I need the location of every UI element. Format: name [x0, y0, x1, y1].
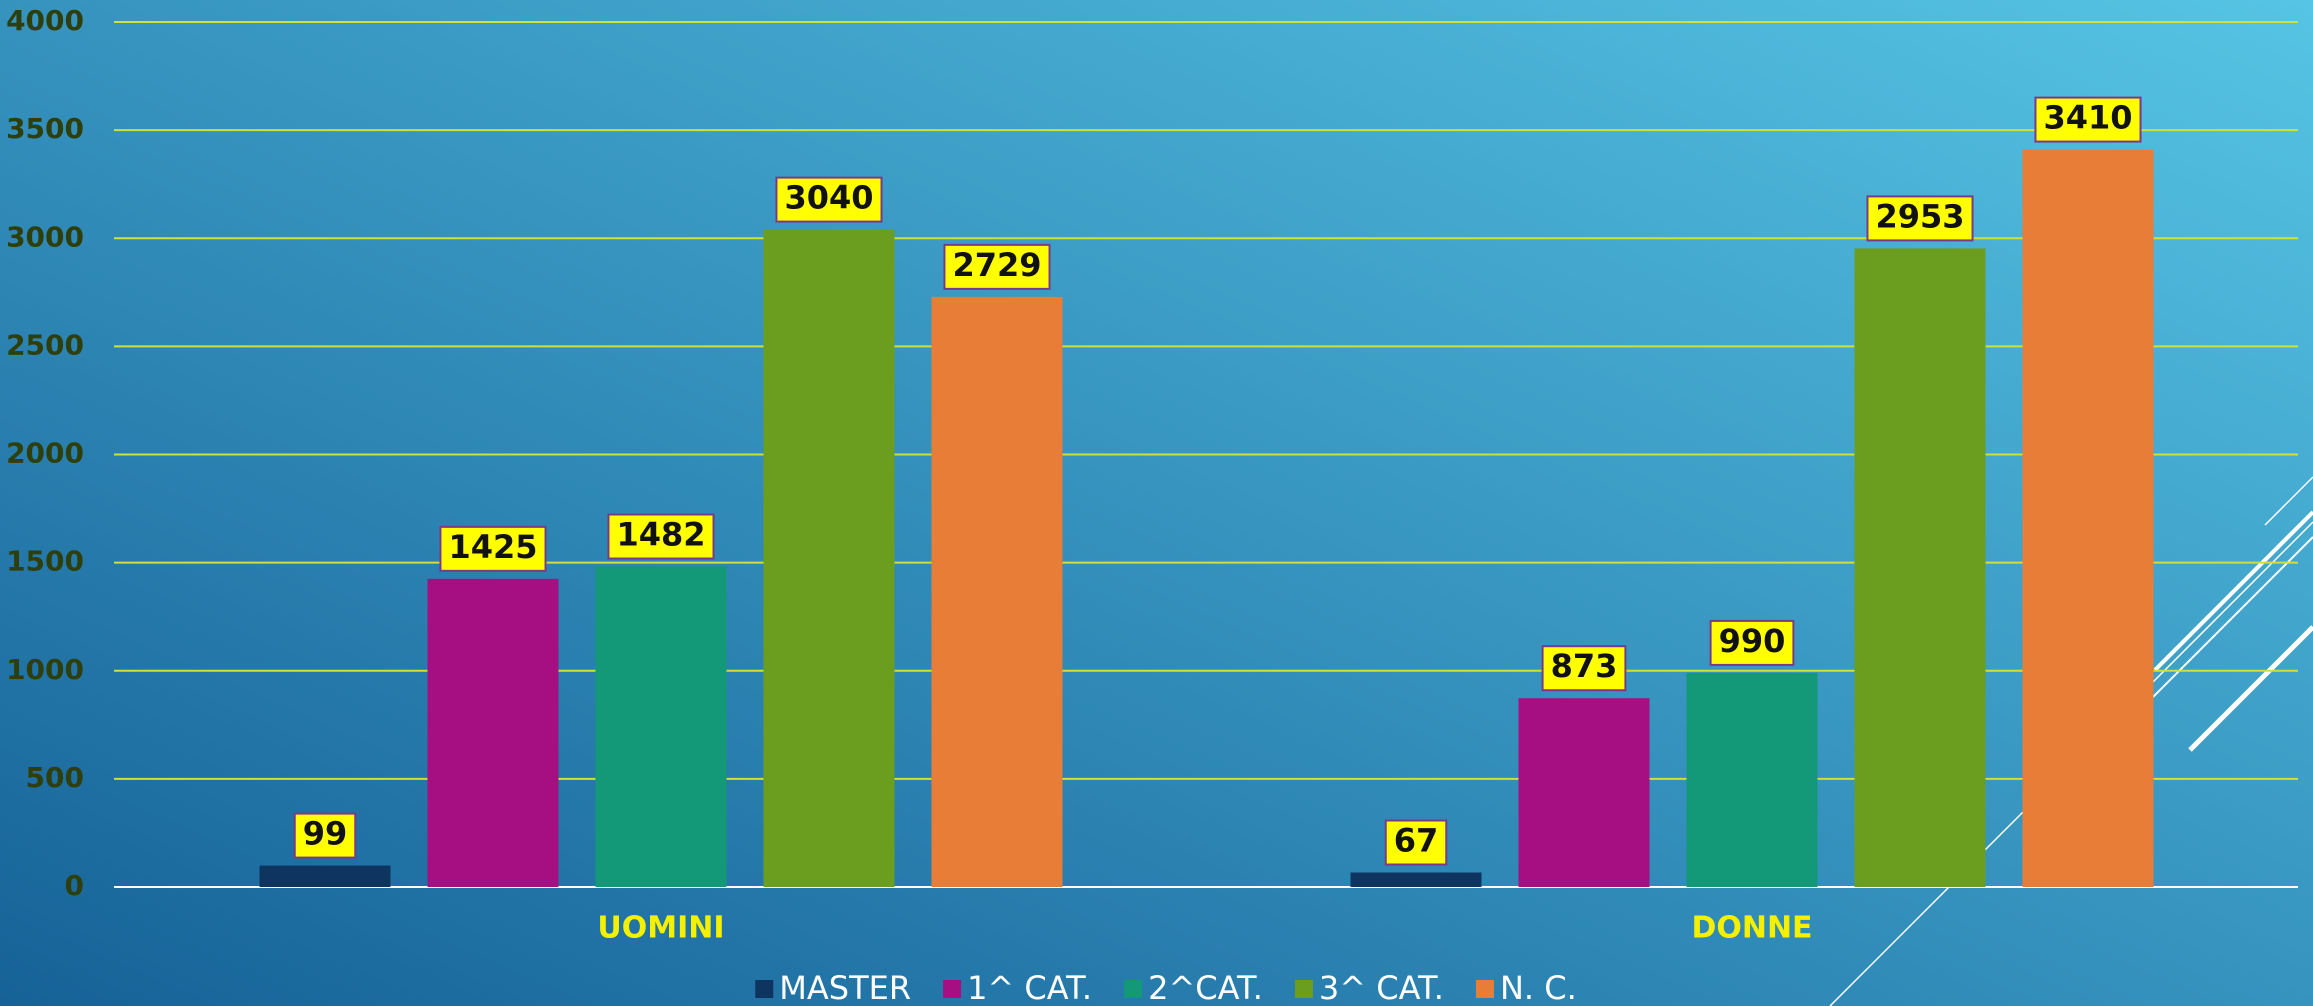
data-label-box [943, 243, 1051, 290]
y-tick-label: 2000 [6, 437, 84, 470]
data-label: 3410 [2043, 99, 2132, 137]
data-label: 990 [1719, 622, 1786, 660]
legend-label: MASTER [779, 969, 911, 1006]
data-label: 3040 [784, 179, 873, 217]
bar [1686, 672, 1818, 887]
legend-label: N. C. [1500, 969, 1577, 1006]
y-tick-label: 3500 [6, 112, 84, 145]
data-label-box [1866, 195, 1974, 242]
legend-label: 2^CAT. [1148, 969, 1263, 1006]
x-tick-label: DONNE [1691, 911, 1812, 946]
legend-label: 1^ CAT. [967, 969, 1092, 1006]
data-label: 1482 [616, 516, 705, 554]
legend-swatch [1475, 980, 1494, 998]
y-tick-label: 4000 [6, 4, 84, 37]
bar [259, 865, 391, 887]
bar [2022, 149, 2154, 887]
legend-swatch [755, 980, 774, 998]
data-label-box [1541, 645, 1627, 692]
legend: MASTER 1^ CAT. 2^CAT. 3^ CAT. N. C. [755, 969, 1577, 1006]
y-tick-label: 1000 [6, 653, 84, 686]
legend-swatch [943, 980, 962, 998]
y-tick-label: 3000 [6, 220, 84, 253]
bar [427, 578, 559, 887]
data-label-box [439, 525, 547, 572]
y-tick-label: 500 [26, 761, 84, 794]
y-tick-label: 2500 [6, 328, 84, 361]
data-label: 2729 [952, 246, 1041, 284]
data-label-box [1709, 619, 1795, 666]
legend-label: 3^ CAT. [1319, 969, 1444, 1006]
data-label: 67 [1394, 822, 1439, 860]
y-tick-label: 0 [65, 869, 84, 902]
bar [1518, 698, 1650, 887]
bar [931, 296, 1063, 887]
legend-swatch [1294, 980, 1313, 998]
data-label-box [607, 513, 715, 560]
legend-swatch [1124, 980, 1143, 998]
data-label: 99 [303, 815, 348, 853]
data-label-box [2034, 96, 2142, 143]
x-tick-label: UOMINI [597, 911, 724, 946]
data-label: 873 [1551, 647, 1618, 685]
bar [1854, 248, 1986, 887]
data-label-box [293, 812, 357, 859]
bar [1350, 872, 1482, 887]
bar [763, 229, 895, 888]
data-label-box [1384, 819, 1448, 866]
y-tick-label: 1500 [6, 545, 84, 578]
data-label: 1425 [448, 528, 537, 566]
bar [595, 566, 727, 887]
data-label-box [775, 176, 883, 223]
data-label: 2953 [1875, 197, 1964, 235]
